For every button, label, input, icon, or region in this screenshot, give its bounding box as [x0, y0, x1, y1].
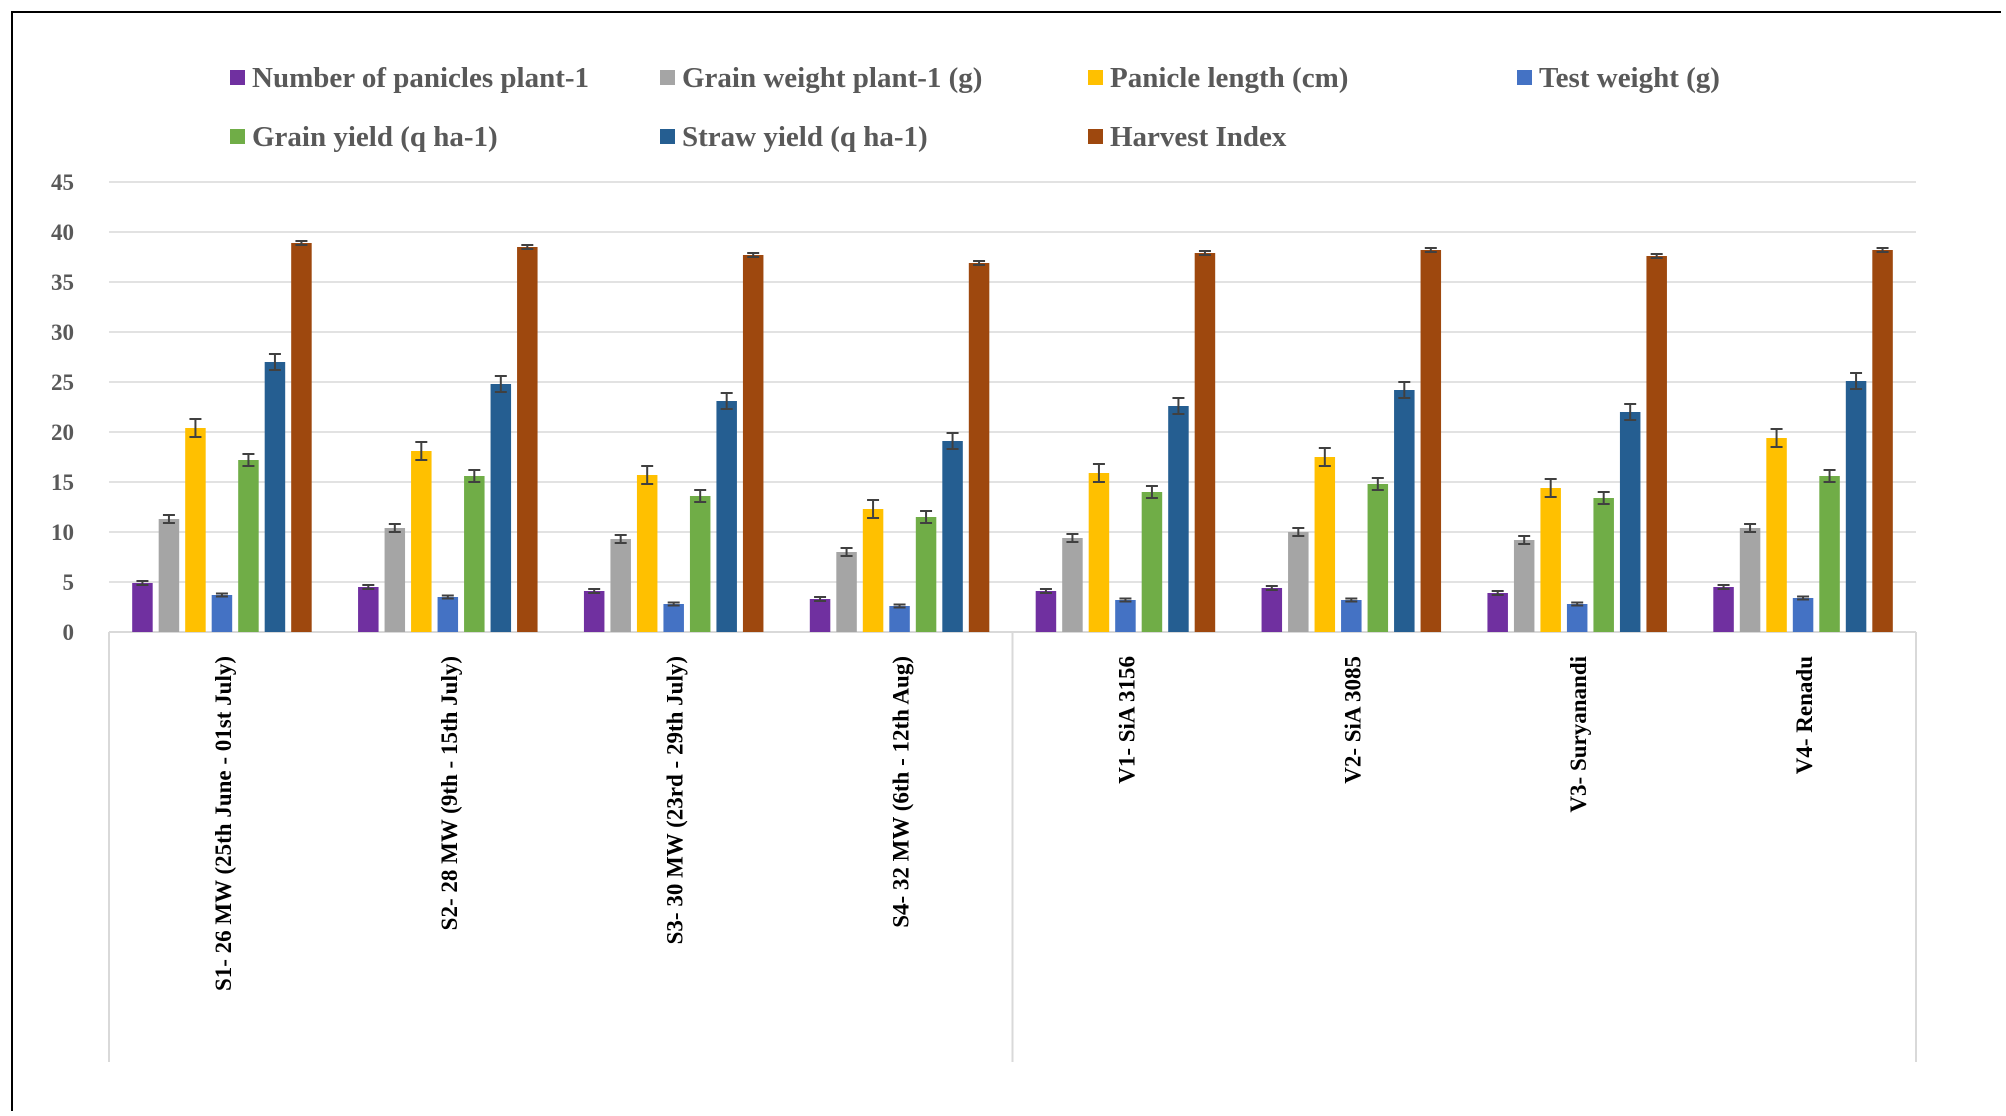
- y-tick-label: 45: [51, 170, 74, 195]
- bar: [636, 475, 658, 632]
- bar: [1394, 390, 1415, 632]
- bar: [264, 362, 286, 632]
- bar: [358, 587, 379, 632]
- legend-label: Number of panicles plant-1: [252, 62, 589, 94]
- y-tick-label: 25: [51, 370, 74, 395]
- bar: [689, 496, 711, 632]
- bar: [158, 519, 180, 632]
- bar: [610, 539, 631, 632]
- bar: [889, 606, 910, 632]
- legend-label: Grain yield (q ha-1): [252, 121, 498, 153]
- bar: [291, 243, 312, 632]
- x-category-label: S4- 32 MW (6th - 12th Aug): [889, 656, 914, 928]
- legend-label: Test weight (g): [1539, 62, 1720, 94]
- x-category-label: V2- SiA 3085: [1340, 656, 1365, 784]
- y-tick-label: 10: [51, 520, 74, 545]
- bar: [132, 583, 153, 632]
- x-category-label: S3- 30 MW (23rd - 29th July): [663, 656, 688, 944]
- bar: [1367, 484, 1389, 632]
- bar: [583, 591, 605, 632]
- bar: [411, 451, 432, 632]
- legend-swatch: [1517, 70, 1532, 85]
- bar: [1288, 532, 1309, 632]
- legend-swatch: [1088, 70, 1103, 85]
- bar: [1766, 438, 1787, 632]
- bar: [1088, 473, 1110, 632]
- bar: [809, 599, 831, 632]
- x-category-label: V3- Suryanandi: [1566, 655, 1591, 812]
- bar: [1845, 381, 1867, 632]
- bar: [1487, 593, 1508, 632]
- bar: [968, 263, 990, 632]
- bar: [942, 441, 963, 632]
- bar: [1872, 250, 1893, 632]
- bar: [862, 509, 884, 632]
- bar: [915, 517, 937, 632]
- bar: [836, 552, 857, 632]
- bar: [742, 255, 764, 632]
- bar: [1341, 600, 1362, 632]
- bar: [1141, 492, 1163, 632]
- bar: [517, 247, 538, 632]
- bar: [490, 384, 512, 632]
- legend-swatch: [1088, 129, 1103, 144]
- y-tick-label: 35: [51, 270, 74, 295]
- legend-label: Panicle length (cm): [1110, 62, 1348, 94]
- bar: [1115, 600, 1136, 632]
- bar: [384, 528, 406, 632]
- bar: [1035, 591, 1057, 632]
- y-tick-label: 15: [51, 470, 74, 495]
- bar: [1713, 587, 1734, 632]
- y-tick-label: 0: [63, 620, 75, 645]
- legend-label: Grain weight plant-1 (g): [682, 62, 982, 94]
- legend-swatch: [230, 129, 245, 144]
- legend-swatch: [230, 70, 245, 85]
- bar: [1593, 498, 1614, 632]
- bar: [663, 604, 684, 632]
- y-tick-label: 5: [63, 570, 75, 595]
- x-category-label: S1- 26 MW (25th June - 01st July): [211, 656, 236, 991]
- x-category-label: S2- 28 MW (9th - 15th July): [437, 656, 462, 930]
- legend-swatch: [660, 70, 675, 85]
- bar: [464, 476, 485, 632]
- bar: [1739, 528, 1761, 632]
- bar: [716, 401, 737, 632]
- bar: [1261, 588, 1283, 632]
- bar: [1819, 476, 1840, 632]
- bar: [1062, 538, 1083, 632]
- bar: [1566, 604, 1588, 632]
- grouped-bar-chart: 0 5 10 15 20 25 30 35 40 45 S1- 26 MW (25th June -…: [51, 62, 1917, 1062]
- bar: [1314, 457, 1336, 632]
- bar: [211, 595, 233, 632]
- y-tick-label: 20: [51, 420, 74, 445]
- bar: [185, 428, 206, 632]
- bar: [1194, 253, 1216, 632]
- chart-frame: 0 5 10 15 20 25 30 35 40 45 S1- 26 MW (25th June -…: [11, 11, 2001, 1111]
- bar: [1513, 540, 1535, 632]
- legend-swatch: [660, 129, 675, 144]
- bar: [1619, 412, 1641, 632]
- bar: [1646, 256, 1667, 632]
- bar: [1168, 406, 1189, 632]
- bar: [437, 597, 459, 632]
- bar: [238, 460, 259, 632]
- y-tick-label: 30: [51, 320, 74, 345]
- legend-label: Harvest Index: [1110, 121, 1287, 153]
- x-category-label: V4- Renadu: [1792, 656, 1817, 774]
- y-tick-label: 40: [51, 220, 74, 245]
- bar: [1792, 598, 1814, 632]
- bar: [1540, 488, 1561, 632]
- x-category-label: V1- SiA 3156: [1114, 656, 1139, 784]
- bar: [1420, 250, 1442, 632]
- legend-label: Straw yield (q ha-1): [682, 121, 928, 153]
